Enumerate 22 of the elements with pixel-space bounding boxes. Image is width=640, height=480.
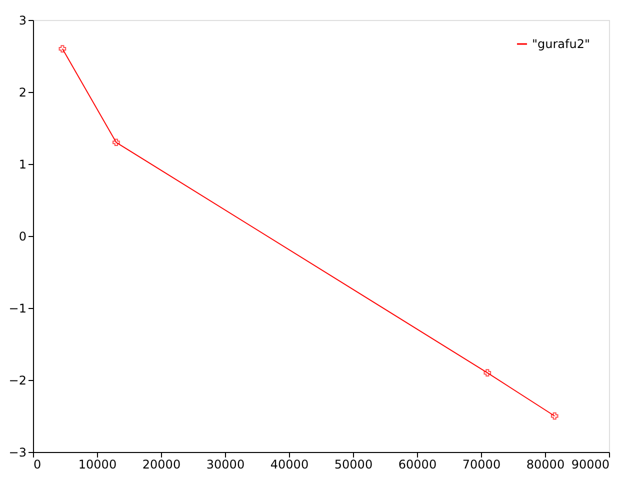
point [484, 369, 492, 376]
y-tick-label: 1 [18, 158, 26, 172]
y-tick-label: −3 [8, 446, 26, 460]
x-tick-label: 70000 [462, 458, 501, 472]
y-tick-label: 2 [18, 86, 26, 100]
x-tick-label: 10000 [78, 458, 117, 472]
point [550, 412, 558, 420]
point [112, 138, 120, 146]
x-tick-label: 50000 [334, 458, 373, 472]
legend-label: "gurafu2" [532, 37, 590, 51]
point [58, 45, 66, 52]
x-tick-label: 90000 [571, 458, 610, 472]
x-tick-label: 30000 [206, 458, 245, 472]
y-tick-label: −2 [8, 374, 26, 388]
x-tick-label: 80000 [526, 458, 565, 472]
x-tick-label: 20000 [142, 458, 181, 472]
y-tick-label: 0 [18, 230, 26, 244]
y-tick-label: −1 [8, 302, 26, 316]
x-tick-label: 0 [34, 458, 42, 472]
x-tick-label: 40000 [270, 458, 309, 472]
x-tick-label: 60000 [398, 458, 437, 472]
y-tick-label: 3 [18, 14, 26, 28]
